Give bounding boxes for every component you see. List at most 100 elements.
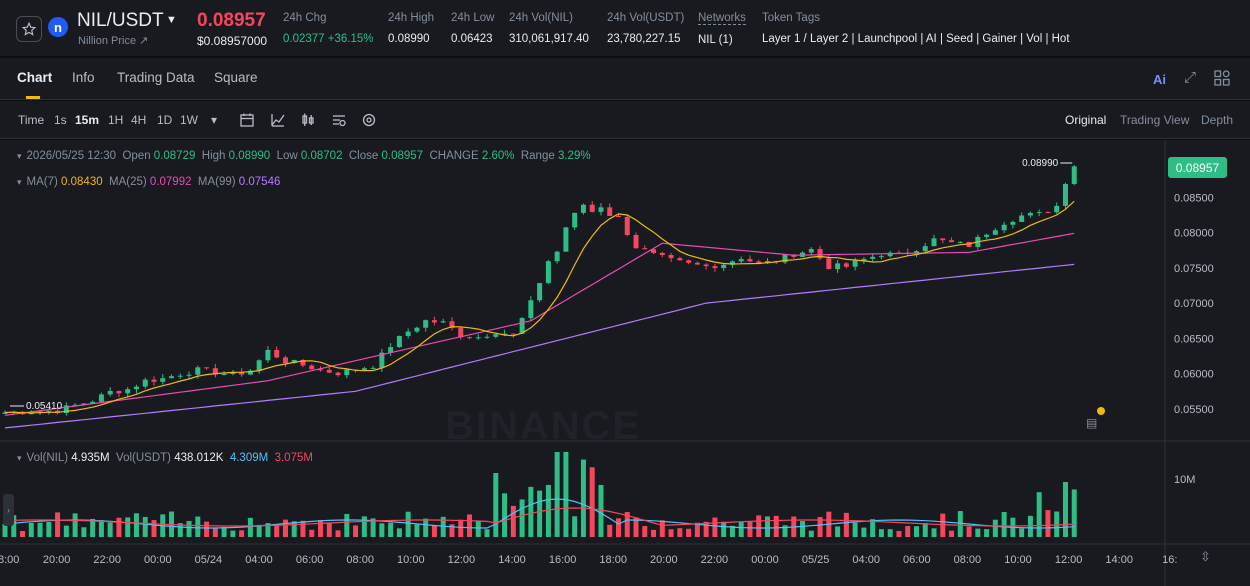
interval-1d[interactable]: 1D bbox=[157, 113, 173, 127]
volume-bar bbox=[992, 519, 998, 537]
candle-body bbox=[1071, 166, 1077, 184]
volume-bar bbox=[931, 528, 937, 537]
candle-body bbox=[458, 327, 464, 338]
candlestick-chart[interactable]: 0.08500 0.08000 0.07500 0.07000 0.06500 0.060… bbox=[0, 140, 1250, 586]
volume-bar bbox=[81, 527, 87, 537]
x-axis-tick-label: 14:00 bbox=[498, 554, 526, 566]
tab-chart[interactable]: Chart bbox=[17, 70, 53, 85]
tab-info[interactable]: Info bbox=[72, 70, 95, 85]
candle-body bbox=[1027, 212, 1033, 216]
candle-body bbox=[589, 204, 595, 212]
view-original[interactable]: Original bbox=[1065, 113, 1107, 127]
candle-body bbox=[116, 390, 122, 394]
favorite-star-button[interactable] bbox=[16, 16, 42, 42]
drawing-tools-toggle[interactable]: › bbox=[3, 494, 14, 526]
volume-bar bbox=[318, 519, 324, 537]
volume-ma-line bbox=[4, 498, 1075, 529]
volume-bar bbox=[782, 525, 788, 537]
collapse-icon[interactable]: ▾ bbox=[17, 151, 22, 161]
volume-bar bbox=[186, 520, 192, 537]
pair-selector[interactable]: NIL/USDT bbox=[77, 10, 164, 31]
ma7-line bbox=[4, 200, 1075, 414]
notes-icon[interactable]: ▤ bbox=[1086, 416, 1098, 430]
stat-networks[interactable]: Networks NIL (1) bbox=[698, 12, 746, 46]
candle-body bbox=[169, 376, 175, 379]
volume-bar bbox=[528, 486, 534, 537]
volume-bar bbox=[239, 530, 245, 537]
candle-body bbox=[1054, 205, 1060, 213]
volume-bar bbox=[703, 521, 709, 537]
y-axis-tick-label: 0.06000 bbox=[1174, 369, 1214, 381]
volume-bar bbox=[852, 522, 858, 537]
interval-more-dropdown[interactable]: ▾ bbox=[211, 113, 218, 127]
volume-bar bbox=[475, 520, 481, 537]
candle-body bbox=[326, 369, 332, 373]
candle-body bbox=[633, 234, 639, 249]
volume-bar bbox=[493, 472, 499, 537]
collapse-icon[interactable]: ▾ bbox=[17, 453, 22, 463]
candle-body bbox=[922, 246, 928, 252]
volume-bar bbox=[537, 490, 543, 537]
candle-body bbox=[282, 357, 288, 364]
calendar-icon[interactable] bbox=[239, 112, 255, 128]
layout-grid-icon[interactable] bbox=[1214, 70, 1230, 86]
volume-bar bbox=[388, 522, 394, 537]
interval-1w[interactable]: 1W bbox=[180, 113, 198, 127]
candle-body bbox=[2, 412, 8, 414]
low-marker-label: 0.05410 bbox=[26, 401, 63, 412]
fullscreen-icon[interactable]: ⤢ bbox=[1184, 69, 1197, 86]
ai-assistant-icon[interactable]: Ai bbox=[1153, 72, 1166, 87]
volume-bar bbox=[756, 515, 762, 537]
reset-scale-icon[interactable]: ⇳ bbox=[1200, 549, 1211, 564]
candle-type-icon[interactable] bbox=[300, 112, 316, 128]
view-depth[interactable]: Depth bbox=[1201, 113, 1234, 127]
volume-bar bbox=[633, 517, 639, 537]
x-axis-tick-label: 06:00 bbox=[296, 554, 324, 566]
candle-body bbox=[1001, 224, 1007, 231]
tab-square[interactable]: Square bbox=[214, 70, 258, 85]
settings-icon[interactable] bbox=[361, 112, 377, 128]
x-axis-tick-label: 05/24 bbox=[195, 554, 223, 566]
collapse-icon[interactable]: ▾ bbox=[17, 177, 22, 187]
volume-bar bbox=[440, 516, 446, 537]
candle-body bbox=[756, 261, 762, 264]
volume-bar bbox=[686, 528, 692, 537]
candle-body bbox=[887, 252, 893, 257]
indicators-icon[interactable] bbox=[331, 112, 347, 128]
x-axis-tick-label: 10:00 bbox=[397, 554, 425, 566]
interval-1s[interactable]: 1s bbox=[54, 113, 67, 127]
volume-bar bbox=[800, 521, 806, 537]
candle-body bbox=[703, 264, 709, 267]
candle-body bbox=[361, 368, 367, 371]
interval-1h[interactable]: 1H bbox=[108, 113, 124, 127]
candle-body bbox=[195, 367, 201, 375]
volume-bar bbox=[607, 524, 613, 537]
volume-bar bbox=[835, 526, 841, 537]
volume-bar bbox=[212, 527, 218, 537]
interval-4h[interactable]: 4H bbox=[131, 113, 147, 127]
volume-bar bbox=[502, 493, 508, 537]
candle-body bbox=[747, 259, 753, 262]
x-axis-tick-label: 14:00 bbox=[1105, 554, 1133, 566]
candle-body bbox=[913, 251, 919, 254]
line-chart-icon[interactable] bbox=[270, 112, 286, 128]
volume-bar bbox=[677, 528, 683, 537]
interval-15m[interactable]: 15m bbox=[75, 113, 100, 127]
candle-body bbox=[186, 374, 192, 376]
tab-trading-data[interactable]: Trading Data bbox=[117, 70, 195, 85]
volume-bar bbox=[922, 523, 928, 537]
volume-bar bbox=[563, 452, 569, 537]
candle-body bbox=[642, 248, 648, 250]
volume-bar bbox=[370, 518, 376, 537]
view-trading-view[interactable]: Trading View bbox=[1120, 113, 1190, 127]
candle-body bbox=[659, 252, 665, 256]
volume-bar bbox=[984, 529, 990, 537]
volume-bar bbox=[63, 525, 69, 537]
chevron-down-icon[interactable]: ▼ bbox=[166, 14, 177, 26]
pair-subtitle-link[interactable]: Nillion Price ↗ bbox=[78, 35, 149, 47]
candle-body bbox=[28, 413, 34, 415]
volume-bar bbox=[431, 525, 437, 537]
volume-bar bbox=[659, 520, 665, 537]
volume-bar bbox=[624, 512, 630, 537]
volume-bar bbox=[142, 516, 148, 537]
